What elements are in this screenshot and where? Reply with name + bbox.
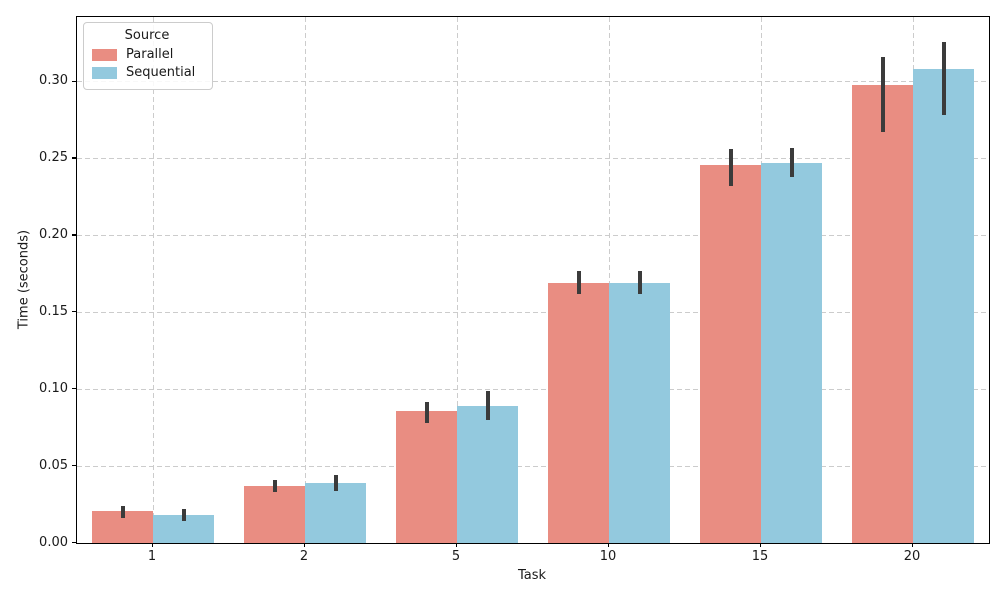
error-bar-parallel-task-2 xyxy=(272,479,277,493)
error-bar-parallel-task-15 xyxy=(728,149,733,187)
y-gridline xyxy=(77,234,989,236)
error-bar-sequential-task-1 xyxy=(181,509,186,522)
error-bar-sequential-task-5 xyxy=(485,390,490,420)
y-tick xyxy=(72,465,76,467)
x-tick-label: 1 xyxy=(147,549,157,564)
y-tick-label: 0.20 xyxy=(39,226,68,242)
error-bar-parallel-task-20 xyxy=(880,56,885,133)
x-gridline xyxy=(304,17,306,543)
bar-parallel-task-2 xyxy=(244,486,305,543)
y-tick-label: 0.25 xyxy=(39,149,68,165)
y-tick-label: 0.15 xyxy=(39,303,68,319)
legend-item-parallel: Parallel xyxy=(92,47,202,62)
y-gridline xyxy=(77,311,989,313)
y-tick xyxy=(72,157,76,159)
y-gridline xyxy=(77,157,989,159)
y-tick xyxy=(72,234,76,236)
legend-item-sequential: Sequential xyxy=(92,65,202,80)
y-tick xyxy=(72,80,76,82)
error-bar-sequential-task-2 xyxy=(333,475,338,491)
error-bar-sequential-task-20 xyxy=(941,41,946,116)
x-tick-label: 5 xyxy=(451,549,461,564)
error-bar-parallel-task-5 xyxy=(424,401,429,424)
x-tick xyxy=(608,543,610,547)
x-tick xyxy=(152,543,154,547)
x-gridline xyxy=(608,17,610,543)
parallel-color-swatch xyxy=(92,48,117,61)
x-tick xyxy=(760,543,762,547)
y-gridline xyxy=(77,465,989,467)
legend: Source Parallel Sequential xyxy=(83,22,213,90)
bar-sequential-task-15 xyxy=(761,163,822,543)
x-tick-label: 10 xyxy=(599,549,617,564)
bar-parallel-task-20 xyxy=(852,84,913,543)
x-gridline xyxy=(456,17,458,543)
y-tick-label: 0.30 xyxy=(39,73,68,89)
sequential-color-swatch xyxy=(92,66,117,79)
error-bar-sequential-task-15 xyxy=(789,147,794,177)
x-axis-label: Task xyxy=(517,568,547,583)
x-tick xyxy=(304,543,306,547)
y-tick-label: 0.10 xyxy=(39,380,68,396)
legend-label-parallel: Parallel xyxy=(126,47,174,62)
x-tick-label: 2 xyxy=(299,549,309,564)
y-tick xyxy=(72,388,76,390)
bar-sequential-task-5 xyxy=(457,406,518,543)
y-tick-label: 0.05 xyxy=(39,457,68,473)
error-bar-parallel-task-10 xyxy=(576,270,581,294)
legend-label-sequential: Sequential xyxy=(126,65,196,80)
bar-sequential-task-20 xyxy=(913,69,974,543)
bar-sequential-task-10 xyxy=(609,283,670,543)
y-tick xyxy=(72,542,76,544)
x-tick-label: 15 xyxy=(751,549,769,564)
y-tick xyxy=(72,311,76,313)
x-tick xyxy=(912,543,914,547)
legend-title: Source xyxy=(124,28,170,43)
bar-parallel-task-15 xyxy=(700,164,761,543)
x-gridline xyxy=(152,17,154,543)
x-tick-label: 20 xyxy=(903,549,921,564)
error-bar-parallel-task-1 xyxy=(120,506,125,519)
plot-area xyxy=(76,16,990,544)
bar-parallel-task-10 xyxy=(548,283,609,543)
y-tick-label: 0.00 xyxy=(39,534,68,550)
error-bar-sequential-task-10 xyxy=(637,270,642,294)
x-tick xyxy=(456,543,458,547)
y-gridline xyxy=(77,388,989,390)
bar-sequential-task-2 xyxy=(305,483,366,543)
y-gridline xyxy=(77,81,989,83)
bar-parallel-task-5 xyxy=(396,410,457,543)
